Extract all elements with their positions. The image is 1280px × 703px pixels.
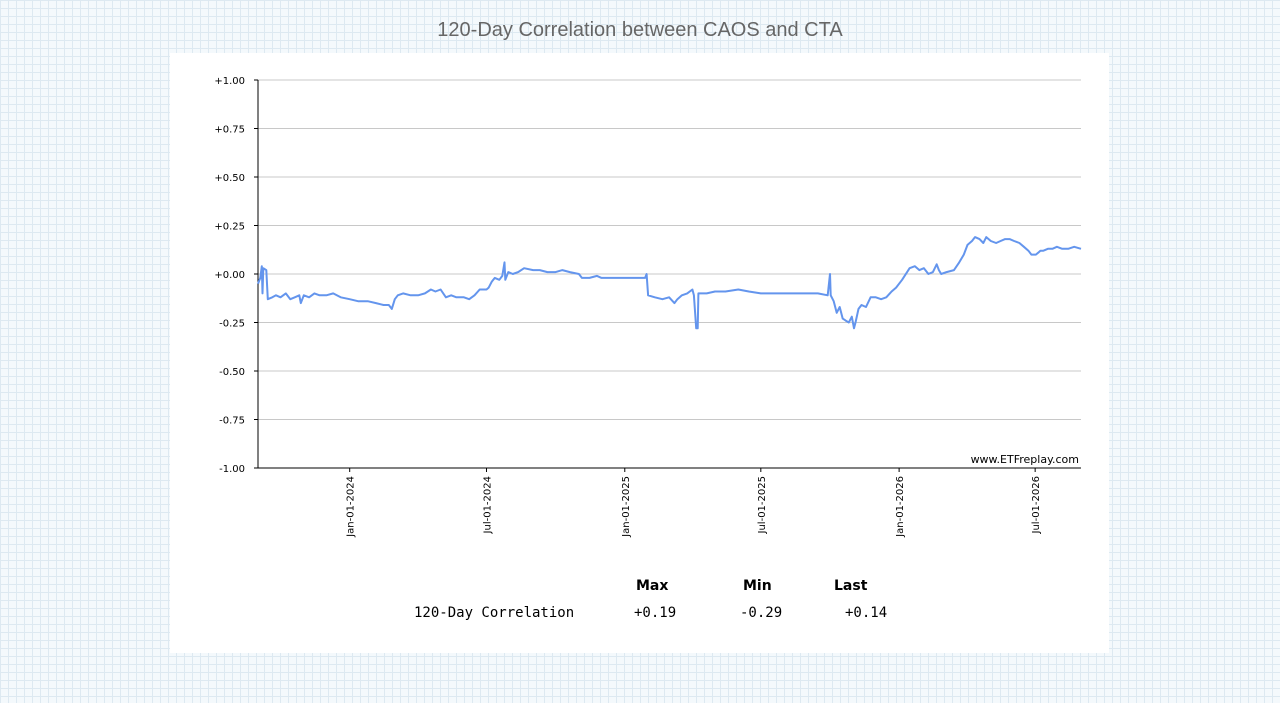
correlation-line (257, 236, 1082, 330)
y-tick-label: +0.25 (214, 222, 245, 233)
grid-lines (258, 79, 1081, 420)
y-tick-label: +0.00 (214, 270, 245, 281)
x-tick-label: Jan-01-2025 (621, 476, 632, 538)
chart-panel (170, 53, 1109, 653)
y-tick-label: -1.00 (219, 464, 245, 475)
watermark: www.ETFreplay.com (971, 453, 1079, 466)
series-lines (257, 236, 1082, 330)
y-tick-label: -0.75 (219, 416, 245, 427)
x-tick-label: Jul-01-2026 (1031, 476, 1042, 534)
x-tick-label: Jan-01-2024 (346, 476, 357, 538)
y-tick-label: -0.50 (219, 367, 245, 378)
y-tick-label: +0.75 (214, 125, 245, 136)
y-tick-label: +1.00 (214, 76, 245, 87)
x-tick-label: Jul-01-2025 (757, 476, 768, 534)
y-axis-ticks: +1.00 +0.75 +0.50 +0.25 +0.00 -0.25 -0.50 -0.75… (214, 76, 258, 475)
x-tick-label: Jul-01-2024 (482, 476, 493, 534)
x-tick-label: Jan-01-2026 (895, 476, 906, 538)
x-axis-ticks: Jan-01-2024 Jul-01-2024 Jan-01-2025 Jul-01-… (346, 468, 1042, 538)
y-tick-label: +0.50 (214, 173, 245, 184)
chart-title: 120-Day Correlation between CAOS and CTA (437, 19, 843, 41)
y-tick-label: -0.25 (219, 319, 245, 330)
